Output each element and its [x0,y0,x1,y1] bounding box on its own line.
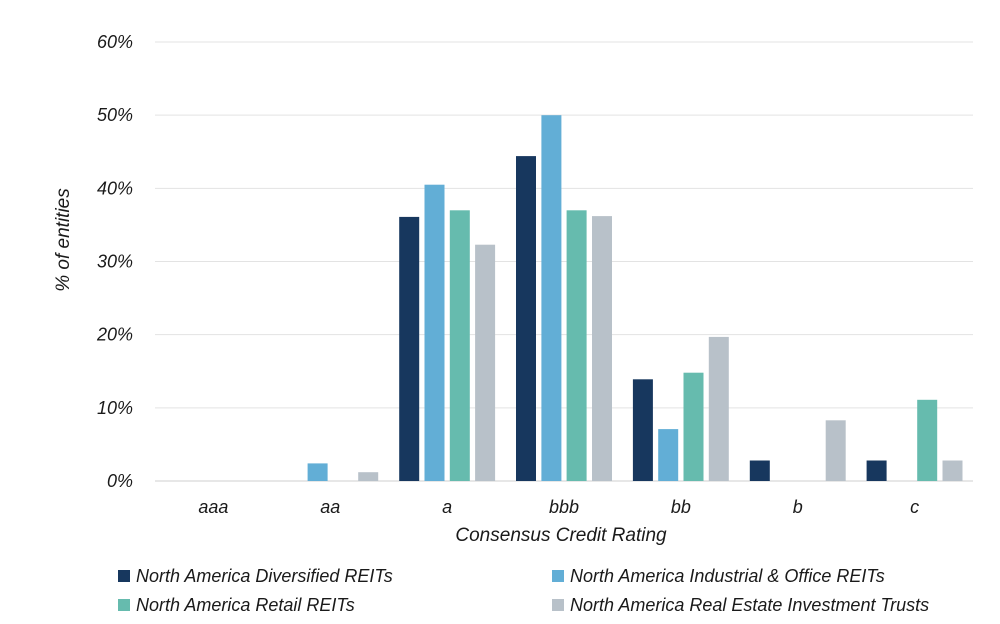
bar [683,372,704,481]
y-tick-label: 20% [96,325,133,345]
legend-swatch-industrial-office [552,570,564,582]
y-axis-title: % of entities [53,188,74,292]
x-tick-label: a [442,497,452,517]
x-tick-label: c [910,497,919,517]
legend-label-retail: North America Retail REITs [136,594,355,615]
bar [424,184,445,481]
legend-label-diversified: North America Diversified REITs [136,565,393,586]
y-tick-label: 10% [97,398,133,418]
bar [632,379,653,481]
bar [541,115,562,481]
x-tick-labels: aaa aa a bbb bb b c [198,497,919,517]
x-tick-label: bbb [549,497,579,517]
legend-swatch-retail [118,599,130,611]
y-tick-label: 40% [97,178,133,198]
gridlines [155,41,973,482]
bar [749,460,770,481]
bar [566,210,587,482]
y-tick-label: 60% [97,32,133,52]
bar [708,336,729,481]
bars [307,115,963,482]
legend-label-reit: North America Real Estate Investment Tru… [570,594,930,615]
y-tick-label: 30% [97,252,133,272]
legend-label-industrial-office: North America Industrial & Office REITs [570,565,885,586]
y-tick-label: 0% [107,471,133,491]
legend-swatch-diversified [118,570,130,582]
y-tick-labels: 0% 10% 20% 30% 40% 50% 60% [96,32,133,491]
y-tick-label: 50% [97,105,133,125]
legend-item-reit: North America Real Estate Investment Tru… [552,595,988,615]
bar [399,216,420,481]
bar [592,216,612,481]
legend-item-industrial-office: North America Industrial & Office REITs [552,566,988,586]
bar [516,156,536,481]
bar-chart: 0%10%20%30%40%50%60% aaa aa a bbb bb b c % of … [53,32,973,546]
legend-item-retail: North America Retail REITs [118,595,552,615]
bar [475,244,496,481]
bar [866,460,887,481]
bar [307,463,328,481]
x-tick-label: aa [320,497,340,517]
bar [658,429,679,481]
x-tick-label: b [793,497,803,517]
bar [825,420,846,481]
bar [942,460,963,481]
x-tick-label: aaa [198,497,228,517]
bar [358,472,379,481]
x-axis-title: Consensus Credit Rating [455,525,667,546]
bar [917,399,938,481]
legend-swatch-reit [552,599,564,611]
legend: North America Diversified REITs North Am… [118,566,988,615]
legend-item-diversified: North America Diversified REITs [118,566,552,586]
bar [449,210,470,482]
x-tick-label: bb [671,497,691,517]
